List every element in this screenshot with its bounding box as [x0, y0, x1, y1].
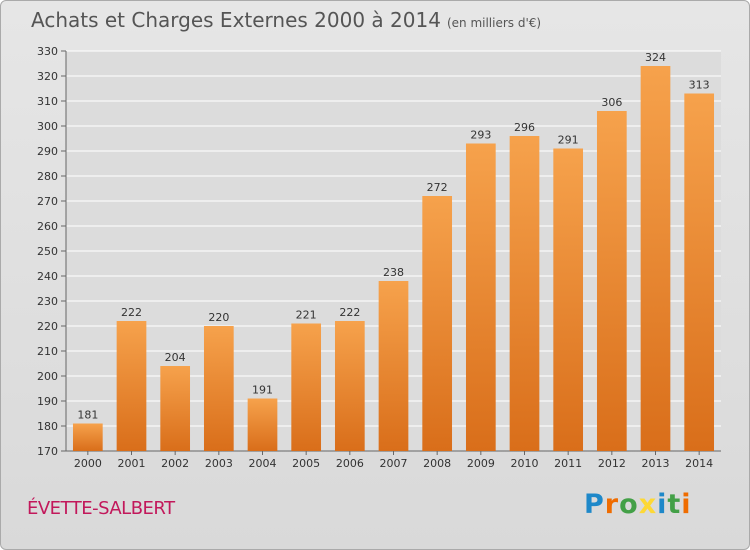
x-tick-label: 2003 [205, 457, 233, 470]
x-tick-label: 2007 [380, 457, 408, 470]
bar-2009 [465, 143, 496, 451]
proxiti-logo: Proxiti [584, 489, 692, 520]
bar-2010 [509, 136, 540, 451]
bar-2004 [247, 398, 278, 451]
x-tick-label: 2000 [74, 457, 102, 470]
bar-2000 [72, 423, 103, 451]
bar-value-label: 204 [165, 351, 186, 364]
x-tick-label: 2004 [249, 457, 277, 470]
y-tick-label: 280 [37, 170, 58, 183]
x-tick-label: 2005 [292, 457, 320, 470]
x-tick-label: 2011 [554, 457, 582, 470]
y-tick-label: 230 [37, 295, 58, 308]
bar-value-label: 313 [689, 79, 710, 92]
bar-value-label: 296 [514, 121, 535, 134]
y-tick-label: 270 [37, 195, 58, 208]
y-tick-label: 330 [37, 45, 58, 58]
bar-2011 [553, 148, 584, 451]
bar-value-label: 221 [296, 309, 317, 322]
chart-title: Achats et Charges Externes 2000 à 2014 (e… [31, 8, 541, 32]
bar-2013 [640, 66, 671, 451]
bar-value-label: 324 [645, 51, 666, 64]
bar-2005 [291, 323, 322, 451]
y-tick-label: 170 [37, 445, 58, 458]
y-tick-label: 320 [37, 70, 58, 83]
x-tick-label: 2001 [118, 457, 146, 470]
bar-value-label: 238 [383, 266, 404, 279]
bar-2002 [160, 366, 191, 451]
x-tick-label: 2009 [467, 457, 495, 470]
x-tick-label: 2010 [511, 457, 539, 470]
bar-2012 [596, 111, 627, 451]
logo-letter: o [619, 489, 639, 520]
bar-value-label: 293 [470, 129, 491, 142]
logo-letter: r [604, 489, 620, 520]
logo-letter: P [584, 489, 605, 520]
logo-letter: i [681, 489, 692, 520]
bar-2008 [422, 196, 453, 451]
bar-value-label: 191 [252, 384, 273, 397]
bar-value-label: 181 [77, 409, 98, 422]
bar-value-label: 291 [558, 134, 579, 147]
bar-2006 [334, 321, 365, 451]
bar-2001 [116, 321, 147, 451]
y-tick-label: 310 [37, 95, 58, 108]
y-tick-label: 290 [37, 145, 58, 158]
bar-value-label: 306 [601, 96, 622, 109]
y-tick-label: 200 [37, 370, 58, 383]
logo-letter: t [667, 489, 682, 520]
commune-name: ÉVETTE-SALBERT [27, 498, 175, 519]
bar-value-label: 222 [339, 306, 360, 319]
y-tick-label: 190 [37, 395, 58, 408]
unit-text: (en milliers d'€) [446, 16, 542, 30]
x-tick-label: 2014 [685, 457, 713, 470]
y-tick-label: 220 [37, 320, 58, 333]
y-tick-label: 300 [37, 120, 58, 133]
y-tick-label: 240 [37, 270, 58, 283]
bar-value-label: 220 [208, 311, 229, 324]
x-tick-label: 2008 [423, 457, 451, 470]
bar-2003 [203, 326, 234, 451]
x-tick-label: 2013 [642, 457, 670, 470]
logo-letter: x [638, 489, 658, 520]
y-tick-label: 260 [37, 220, 58, 233]
logo-letter: i [657, 489, 668, 520]
x-tick-label: 2002 [161, 457, 189, 470]
bar-2014 [684, 93, 715, 451]
title-text: Achats et Charges Externes 2000 à 2014 [31, 8, 441, 32]
bar-value-label: 272 [427, 181, 448, 194]
x-tick-label: 2006 [336, 457, 364, 470]
y-tick-label: 180 [37, 420, 58, 433]
bar-2007 [378, 281, 409, 451]
y-tick-label: 250 [37, 245, 58, 258]
y-tick-label: 210 [37, 345, 58, 358]
x-tick-label: 2012 [598, 457, 626, 470]
bar-value-label: 222 [121, 306, 142, 319]
